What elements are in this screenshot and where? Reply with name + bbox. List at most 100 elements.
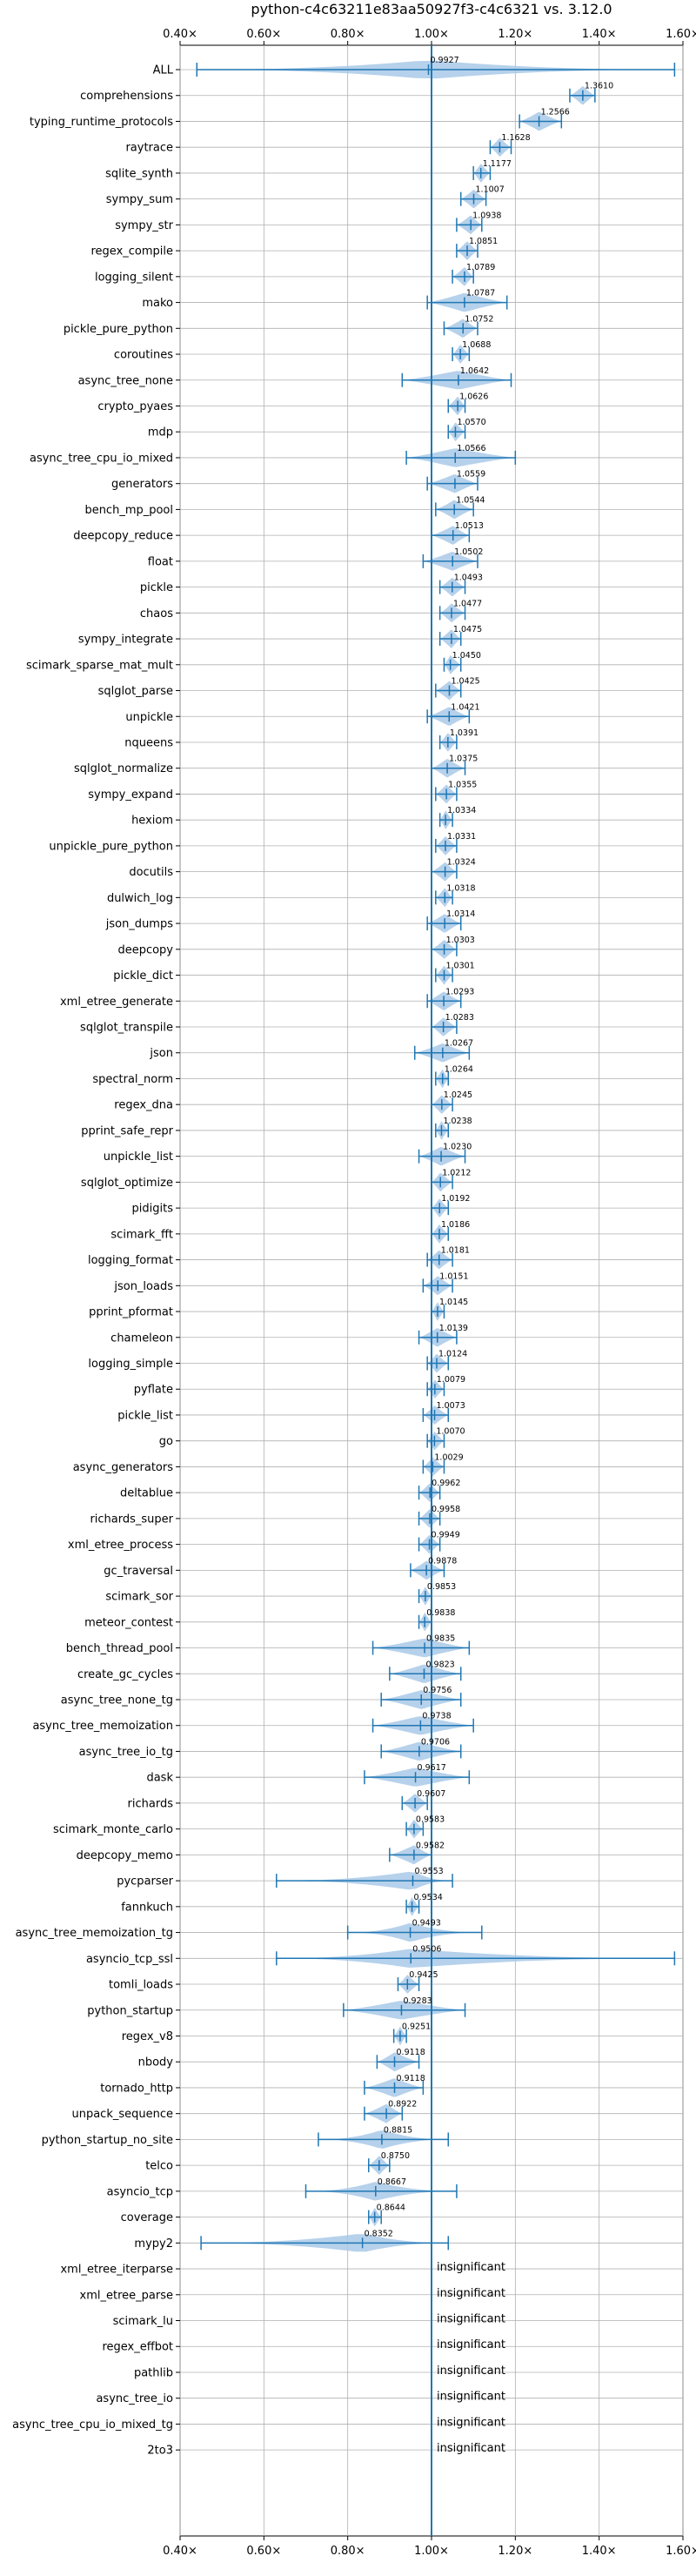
category-label: coverage: [121, 2211, 173, 2224]
mark-layer: [196, 45, 676, 2536]
category-label: scimark_sparse_mat_mult: [26, 659, 173, 672]
value-label: 1.0570: [457, 418, 485, 427]
value-label: 1.0070: [436, 1427, 465, 1437]
category-label: regex_effbot: [102, 2341, 173, 2354]
category-label: scimark_monte_carlo: [53, 1823, 173, 1836]
value-label: 0.9949: [432, 1531, 460, 1540]
category-label: json_loads: [113, 1280, 173, 1293]
value-label: 1.0851: [469, 237, 498, 246]
x-tick-label-bottom: 0.40×: [163, 2545, 197, 2558]
value-label: 1.0230: [443, 1143, 472, 1152]
value-label: 1.0267: [445, 1039, 473, 1049]
category-label: logging_format: [88, 1254, 173, 1267]
value-label: 0.9823: [425, 1660, 454, 1669]
category-label: pprint_pformat: [89, 1306, 173, 1319]
category-label: mdp: [148, 426, 173, 439]
value-label: 0.9706: [421, 1737, 450, 1747]
value-label: 1.0314: [446, 909, 475, 919]
category-label: float: [148, 555, 173, 568]
category-label: chaos: [140, 607, 173, 621]
value-label: 0.8352: [365, 2229, 393, 2238]
category-label: create_gc_cycles: [77, 1668, 173, 1681]
value-label: 1.0477: [453, 599, 482, 608]
category-label: telco: [145, 2160, 173, 2173]
value-label: 1.0566: [457, 444, 485, 453]
insignificant-label: insignificant: [437, 2338, 505, 2351]
value-label: 1.0318: [446, 883, 475, 893]
category-label: pidigits: [132, 1203, 174, 1216]
insignificant-label: insignificant: [437, 2442, 505, 2455]
category-label: unpack_sequence: [71, 2108, 173, 2121]
category-label: deepcopy_reduce: [73, 530, 173, 543]
category-label: deltablue: [120, 1487, 173, 1500]
value-label: 0.9251: [402, 2022, 431, 2031]
value-label: 1.0391: [450, 728, 478, 738]
category-label: async_tree_cpu_io_mixed: [30, 452, 173, 465]
category-label: asyncio_tcp_ssl: [86, 1953, 173, 1966]
category-label: dulwich_log: [107, 892, 173, 905]
category-label: sqlglot_normalize: [74, 762, 173, 775]
value-label: 0.9756: [423, 1686, 452, 1695]
category-label: generators: [111, 478, 173, 491]
category-label: crypto_pyaes: [97, 400, 173, 413]
category-label: sqlite_synth: [105, 167, 173, 180]
category-label: async_tree_none: [78, 374, 173, 387]
value-label: 1.0450: [452, 651, 481, 661]
value-label: 1.0303: [446, 936, 475, 945]
category-label: richards: [128, 1797, 174, 1810]
category-label: hexiom: [131, 815, 173, 828]
value-label: 0.9835: [426, 1634, 455, 1644]
value-label: 1.0513: [455, 521, 484, 531]
category-label: pickle_list: [117, 1409, 173, 1422]
insignificant-label: insignificant: [437, 2313, 505, 2326]
value-label: 1.0301: [445, 962, 474, 971]
value-label: 1.0181: [441, 1246, 470, 1256]
value-label: 1.0355: [448, 780, 477, 789]
category-label: scimark_fft: [110, 1228, 173, 1241]
chart-title: python-c4c63211e83aa50927f3-c4c6321 vs. …: [251, 1, 612, 17]
category-label: deepcopy: [117, 943, 173, 956]
value-label: 0.9617: [418, 1763, 446, 1773]
category-label: tomli_loads: [109, 1979, 173, 1992]
value-label: 1.0493: [454, 574, 483, 583]
x-tick-label-top: 0.40×: [163, 28, 197, 41]
x-tick-label-top: 1.00×: [414, 28, 449, 41]
category-label: nbody: [138, 2056, 174, 2070]
value-label: 1.0475: [453, 625, 482, 634]
category-label: nqueens: [124, 736, 173, 749]
value-label: 1.2566: [541, 107, 570, 117]
category-label: xml_etree_iterparse: [60, 2264, 173, 2277]
value-label: 0.9506: [412, 1944, 441, 1954]
value-label: 0.8922: [388, 2100, 417, 2110]
value-label: 0.9118: [397, 2048, 425, 2057]
value-label: 0.9583: [416, 1815, 445, 1825]
category-label: chameleon: [110, 1332, 173, 1345]
category-label: ALL: [153, 64, 174, 77]
value-label: 0.9853: [427, 1582, 456, 1592]
category-label: sympy_sum: [106, 193, 173, 206]
value-label: 1.0626: [459, 392, 488, 401]
category-label: fannkuch: [121, 1901, 173, 1914]
x-tick-label-top: 0.60×: [246, 28, 281, 41]
category-label: tornado_http: [100, 2082, 173, 2095]
category-label: scimark_sor: [105, 1591, 173, 1604]
category-label: sqlglot_transpile: [80, 1022, 173, 1035]
value-label: 0.9425: [409, 1970, 438, 1980]
value-label: 0.8667: [378, 2177, 406, 2187]
category-label: async_tree_cpu_io_mixed_tg: [12, 2418, 173, 2432]
category-label: async_tree_memoization: [32, 1720, 173, 1733]
category-label: pprint_safe_repr: [81, 1124, 173, 1137]
category-label: xml_etree_parse: [80, 2289, 173, 2302]
value-label: 1.0324: [447, 858, 476, 868]
category-label: go: [159, 1435, 173, 1448]
value-label: 1.0079: [437, 1375, 465, 1385]
value-label: 1.0186: [441, 1220, 470, 1230]
category-label: logging_simple: [88, 1358, 173, 1371]
category-label: async_tree_io_tg: [79, 1746, 173, 1759]
value-label: 1.0212: [442, 1168, 471, 1177]
category-label: mako: [142, 297, 173, 310]
value-label: 1.0293: [445, 987, 474, 996]
category-label: docutils: [129, 866, 173, 879]
category-label: comprehensions: [80, 90, 173, 103]
